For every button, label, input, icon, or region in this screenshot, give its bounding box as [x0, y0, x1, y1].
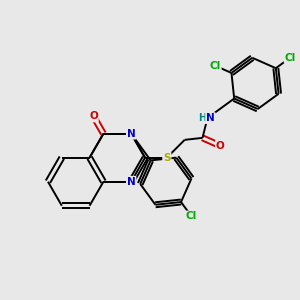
Text: O: O: [216, 141, 225, 151]
Text: Cl: Cl: [186, 212, 197, 221]
Text: S: S: [163, 153, 171, 163]
Text: Cl: Cl: [209, 61, 221, 71]
Text: H: H: [198, 113, 207, 123]
Text: O: O: [89, 112, 98, 122]
Text: N: N: [206, 113, 215, 123]
Text: N: N: [127, 129, 136, 139]
Text: Cl: Cl: [285, 53, 296, 63]
Text: N: N: [127, 177, 136, 187]
